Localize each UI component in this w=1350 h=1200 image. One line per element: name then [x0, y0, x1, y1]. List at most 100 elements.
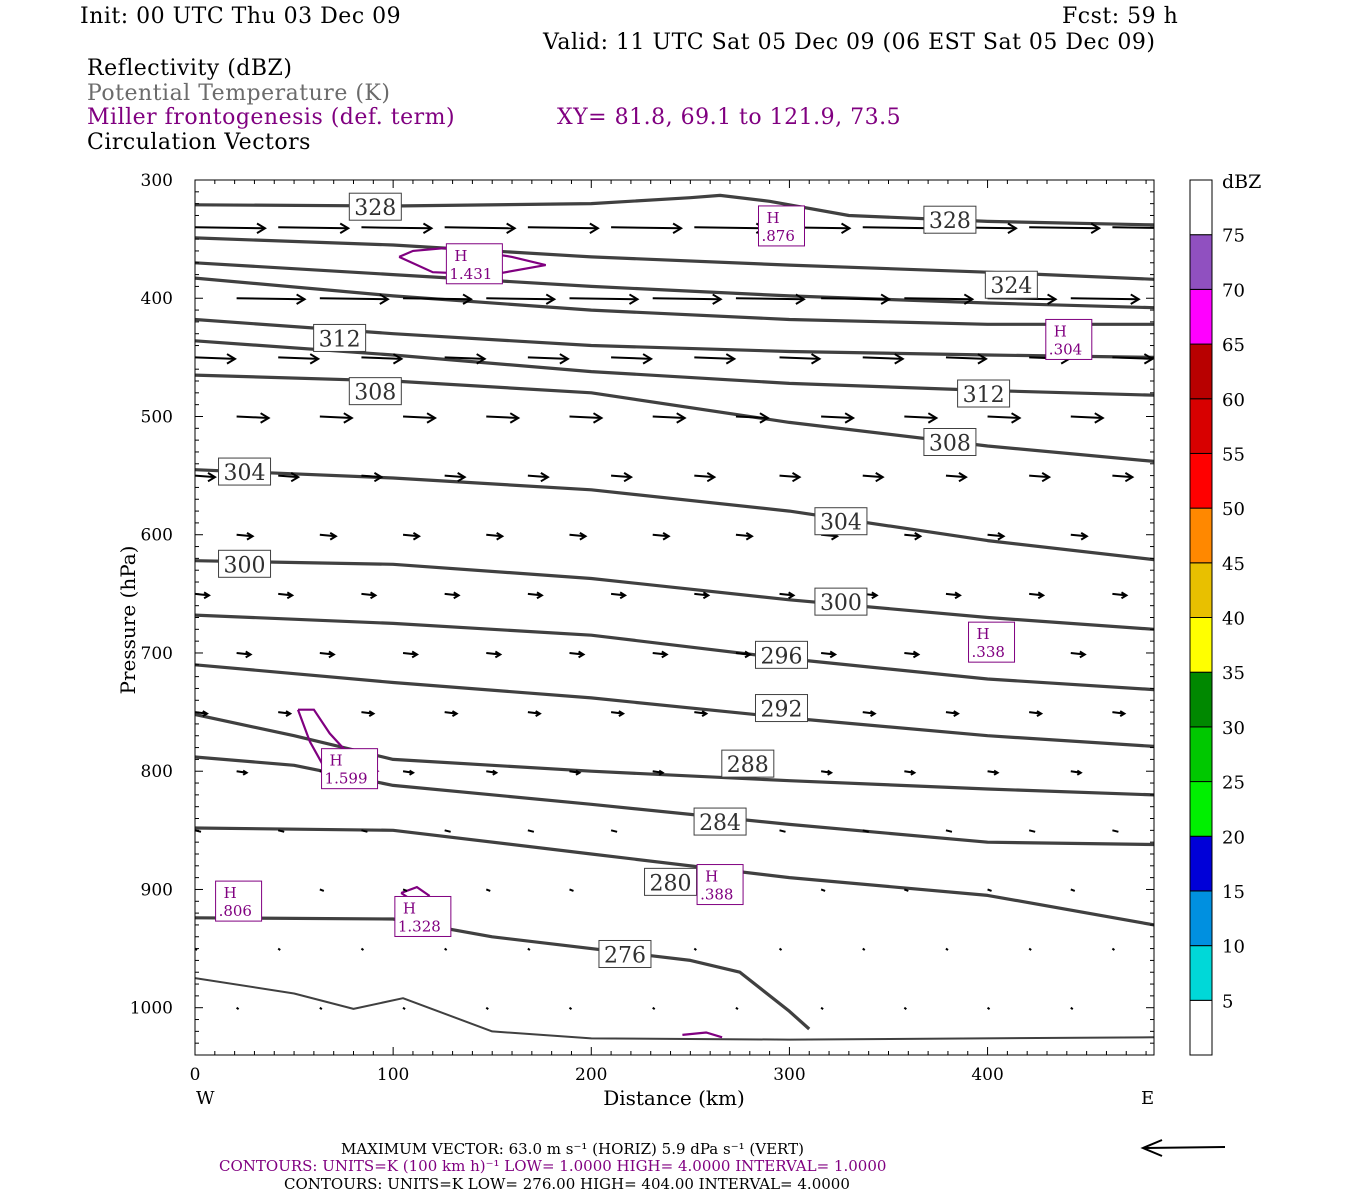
circulation-vector-head	[894, 353, 905, 365]
colorbar-segment	[1189, 398, 1213, 454]
circulation-vector-head	[575, 769, 582, 776]
colorbar-segment	[1189, 671, 1213, 728]
circulation-vector-head	[1130, 293, 1141, 305]
circulation-vector-head	[559, 353, 570, 365]
circulation-vector-head	[1120, 591, 1129, 600]
circulation-vector-head	[422, 222, 434, 234]
frontogenesis-high-box	[445, 243, 503, 285]
colorbar-segment	[1189, 835, 1213, 892]
colorbar-label: 75	[1222, 226, 1245, 247]
circulation-vector	[1153, 652, 1154, 654]
circulation-vector	[735, 415, 768, 419]
circulation-vector-head	[914, 532, 923, 541]
valid-time: Valid: 11 UTC Sat 05 Dec 09 (06 EST Sat …	[543, 30, 1156, 55]
circulation-vector	[277, 829, 285, 833]
circulation-vector-head	[702, 591, 711, 600]
theta-label: 328	[929, 209, 971, 234]
circulation-vector	[444, 829, 451, 833]
circulation-vector	[735, 533, 753, 538]
circulation-vector	[820, 888, 826, 892]
circulation-vector	[527, 829, 535, 833]
circulation-vector	[779, 474, 800, 479]
circulation-vector-head	[476, 353, 487, 365]
circulation-vector-head	[1094, 412, 1105, 424]
circulation-vector	[402, 1006, 406, 1011]
circulation-vector	[862, 947, 866, 951]
x-tick-label: 300	[773, 1065, 805, 1085]
circulation-vector-head	[1041, 472, 1052, 483]
circulation-vector-head	[296, 293, 307, 305]
circulation-vector-head	[579, 532, 588, 541]
circulation-vector-head	[628, 293, 640, 305]
circulation-vector	[862, 829, 869, 833]
circulation-vector	[485, 1006, 489, 1011]
circulation-vector	[821, 297, 890, 301]
circulation-vector-head	[578, 650, 586, 659]
colorbar-title: dBZ	[1222, 171, 1261, 193]
circulation-vector-head	[672, 222, 684, 234]
x-tick-label: 100	[377, 1065, 409, 1085]
circulation-vector-head	[545, 293, 557, 305]
circulation-vector-head	[759, 412, 770, 424]
circulation-vector-head	[202, 710, 209, 717]
circulation-vector	[904, 297, 973, 301]
circulation-vector-head	[661, 650, 669, 659]
circulation-vector-head	[379, 293, 390, 305]
circulation-vector	[195, 356, 236, 360]
theta-contour-line	[195, 559, 1154, 631]
circulation-vector	[986, 1006, 991, 1011]
circulation-vector	[862, 356, 903, 360]
theta-contours	[195, 193, 1154, 1041]
circulation-vector	[1070, 297, 1139, 301]
circulation-vector-head	[286, 591, 295, 600]
circulation-vector	[236, 415, 269, 419]
colorbar-segment	[1189, 617, 1213, 673]
colorbar-segment	[1189, 343, 1213, 400]
circulation-vector	[403, 297, 472, 301]
frontogenesis-high-value: 1.431	[449, 265, 492, 283]
circulation-vector-head	[1011, 412, 1022, 424]
circulation-vector-head	[662, 532, 671, 541]
circulation-vector-head	[745, 532, 754, 541]
circulation-vector-head	[1174, 223, 1182, 233]
circulation-vector-head	[1124, 472, 1135, 483]
circulation-vector-head	[1178, 413, 1186, 423]
circulation-vector	[402, 888, 408, 892]
circulation-vector-head	[880, 293, 892, 305]
circulation-vector	[403, 415, 436, 419]
frontogenesis-high-box	[215, 880, 263, 922]
circulation-vector	[1112, 474, 1133, 479]
theta-label-box	[598, 939, 652, 968]
x-axis-east: E	[1141, 1088, 1154, 1109]
circulation-vector-head	[207, 472, 217, 483]
circulation-vector-head	[712, 293, 723, 305]
circulation-vector	[444, 226, 515, 230]
circulation-vector-head	[810, 353, 822, 365]
circulation-vector	[821, 415, 854, 419]
circulation-vector	[945, 474, 967, 479]
circulation-vector-head	[870, 710, 877, 717]
circulation-vector	[486, 415, 519, 419]
circulation-vector	[1112, 356, 1153, 360]
circulation-vector-head	[1163, 652, 1168, 658]
circulation-vector	[361, 474, 382, 479]
circulation-vector	[527, 474, 548, 479]
y-tick-label: 700	[141, 644, 173, 664]
circulation-vector	[236, 1006, 240, 1011]
frontogenesis-high-label: H	[766, 209, 779, 227]
circulation-vector	[485, 888, 491, 892]
theta-label: 304	[820, 511, 862, 536]
frontogenesis-high-value: .304	[1049, 340, 1082, 358]
y-tick-label: 600	[141, 526, 173, 546]
circulation-vector	[904, 533, 921, 538]
circulation-vector	[779, 356, 820, 360]
cross-section-xy: XY= 81.8, 69.1 to 121.9, 73.5	[557, 105, 902, 130]
theta-label: 280	[650, 871, 692, 896]
circulation-vector-head	[226, 353, 237, 365]
frontogenesis-high-box	[968, 621, 1016, 663]
circulation-vector	[820, 1006, 824, 1011]
circulation-vectors	[195, 222, 1222, 1011]
y-axis-label: Pressure (hPa)	[116, 546, 140, 695]
circulation-vector-head	[1214, 294, 1222, 304]
